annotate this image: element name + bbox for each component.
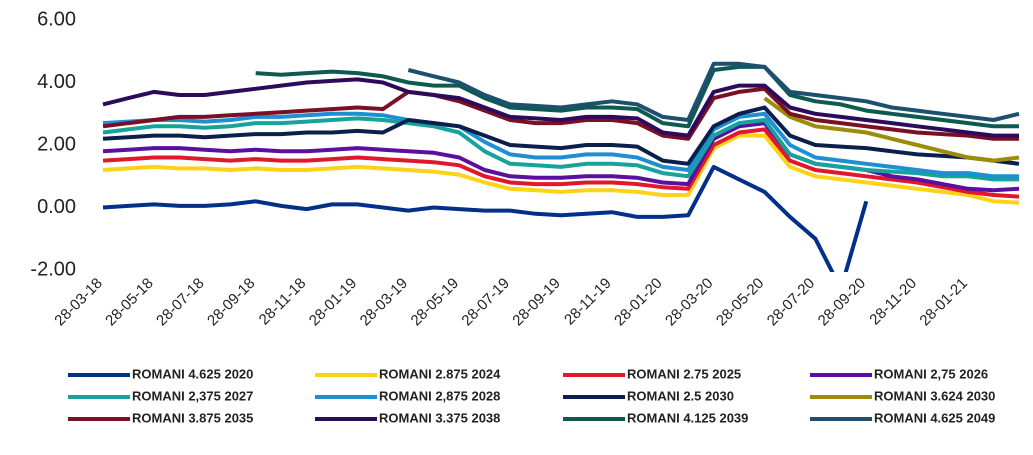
series-line [763, 96, 1020, 163]
x-tick-label: 28-01-20 [611, 275, 665, 329]
x-tick-label: 28-11-18 [256, 275, 310, 329]
x-tick-label: 28-01-19 [306, 275, 360, 329]
legend-label: ROMANI 2,375 2027 [132, 388, 253, 403]
series-line [102, 86, 1019, 141]
series-line [102, 111, 1019, 179]
x-tick-label: 28-07-19 [458, 275, 512, 329]
x-tick-label: 28-09-18 [204, 275, 258, 329]
legend-label: ROMANI 4.625 2020 [132, 366, 253, 381]
series-line [407, 61, 1020, 122]
y-tick-label: 2.00 [37, 133, 76, 155]
x-tick-label: 28-03-18 [51, 275, 105, 329]
x-tick-label: 28-07-20 [764, 275, 818, 329]
series-line [102, 105, 1020, 166]
legend-label: ROMANI 2,875 2028 [379, 388, 500, 403]
y-tick-label: -2.00 [30, 258, 76, 280]
legend-label: ROMANI 4.125 2039 [627, 410, 748, 425]
y-tick-label: 0.00 [37, 196, 76, 218]
series-line [102, 127, 1020, 199]
x-tick-label: 28-03-19 [357, 275, 411, 329]
legend-label: ROMANI 2.875 2024 [379, 366, 501, 381]
y-tick-label: 6.00 [37, 8, 76, 30]
x-tick-label: 28-03-20 [662, 275, 716, 329]
x-tick-label: 28-09-19 [509, 275, 563, 329]
legend-label: ROMANI 4.625 2049 [874, 410, 995, 425]
x-tick-label: 28-01-21 [916, 275, 970, 329]
series-line [102, 77, 1019, 138]
series-line [255, 64, 1019, 129]
y-tick-label: 4.00 [37, 71, 76, 93]
x-tick-label: 28-05-19 [408, 275, 462, 329]
plot-area [102, 61, 1020, 272]
legend-label: ROMANI 2,75 2026 [874, 366, 988, 381]
series-line [102, 133, 1020, 205]
series-line [102, 116, 1019, 182]
x-tick-label: 28-05-20 [713, 275, 767, 329]
x-tick-label: 28-11-19 [561, 275, 615, 329]
series-line [102, 164, 869, 272]
legend-label: ROMANI 2.5 2030 [627, 388, 734, 403]
x-tick-label: 28-11-20 [866, 275, 920, 329]
legend-label: ROMANI 2.75 2025 [627, 366, 741, 381]
legend-label: ROMANI 3.875 2035 [132, 410, 253, 425]
legend-label: ROMANI 3.375 2038 [379, 410, 500, 425]
x-tick-label: 28-09-20 [815, 275, 869, 329]
x-tick-label: 28-07-18 [153, 275, 207, 329]
x-tick-label: 28-05-18 [102, 275, 156, 329]
legend-label: ROMANI 3.624 2030 [874, 388, 995, 403]
